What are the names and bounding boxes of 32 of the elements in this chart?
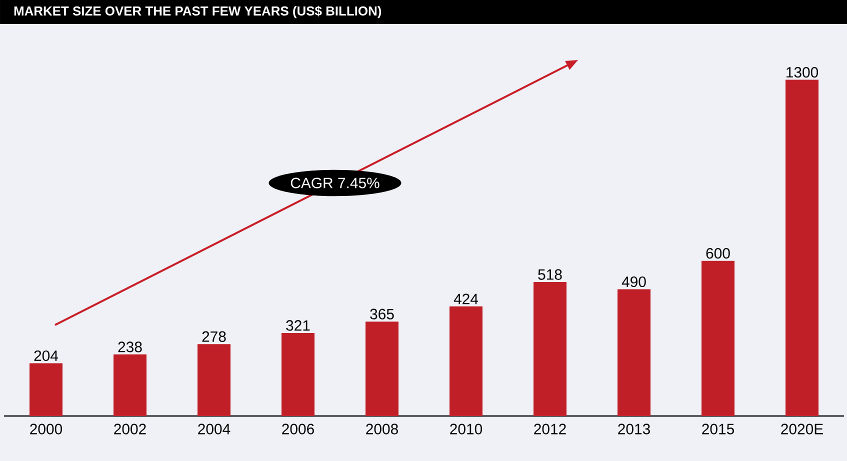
- bar: [702, 260, 735, 416]
- bar: [786, 80, 819, 416]
- data-label: 518: [538, 269, 562, 280]
- x-tick-label: 2020E: [781, 424, 823, 434]
- x-tick-label: 2008: [366, 424, 398, 434]
- x-tick-label: 2010: [450, 424, 482, 434]
- bar: [198, 344, 231, 416]
- data-label: 365: [370, 308, 394, 320]
- x-tick-label: 2013: [618, 424, 650, 434]
- data-label: 1300: [786, 67, 818, 78]
- data-label: 278: [202, 331, 226, 342]
- chart-title: MARKET SIZE OVER THE PAST FEW YEARS (US$ BILLION): [14, 6, 382, 18]
- x-tick-label: 2002: [114, 424, 146, 434]
- bar: [282, 332, 315, 416]
- x-tick-label: 2006: [282, 424, 314, 434]
- data-label: 424: [454, 294, 478, 304]
- x-tick-label: 2004: [198, 424, 230, 434]
- bar: [618, 289, 651, 416]
- bar: [114, 354, 147, 416]
- bar: [366, 322, 399, 416]
- bar: [30, 363, 63, 416]
- data-label: 204: [34, 350, 58, 362]
- x-tick-label: 2012: [534, 424, 566, 434]
- bar: [450, 306, 483, 416]
- data-label: 238: [118, 342, 142, 352]
- data-label: 321: [286, 320, 310, 331]
- data-label: 600: [706, 248, 730, 259]
- data-label: 490: [622, 276, 646, 288]
- annotation: CAGR 7.45%: [290, 178, 380, 188]
- x-tick-label: 2000: [30, 424, 62, 434]
- x-tick-label: 2015: [702, 424, 734, 434]
- bar: [534, 282, 567, 416]
